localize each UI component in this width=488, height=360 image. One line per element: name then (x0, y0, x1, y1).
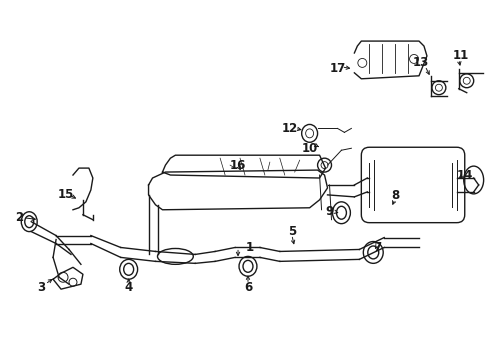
Text: 7: 7 (372, 241, 381, 254)
Text: 1: 1 (245, 241, 253, 254)
Text: 9: 9 (325, 205, 333, 218)
Text: 15: 15 (58, 188, 74, 201)
Text: 6: 6 (244, 281, 252, 294)
Text: 8: 8 (390, 189, 398, 202)
Text: 13: 13 (412, 57, 428, 69)
Text: 14: 14 (456, 168, 472, 181)
Text: 16: 16 (229, 159, 246, 172)
Text: 4: 4 (124, 281, 133, 294)
Text: 5: 5 (287, 225, 295, 238)
Text: 11: 11 (452, 49, 468, 63)
Text: 3: 3 (37, 281, 45, 294)
Text: 12: 12 (281, 122, 297, 135)
Text: 2: 2 (15, 211, 23, 224)
Text: 10: 10 (301, 142, 317, 155)
Text: 17: 17 (329, 62, 345, 75)
